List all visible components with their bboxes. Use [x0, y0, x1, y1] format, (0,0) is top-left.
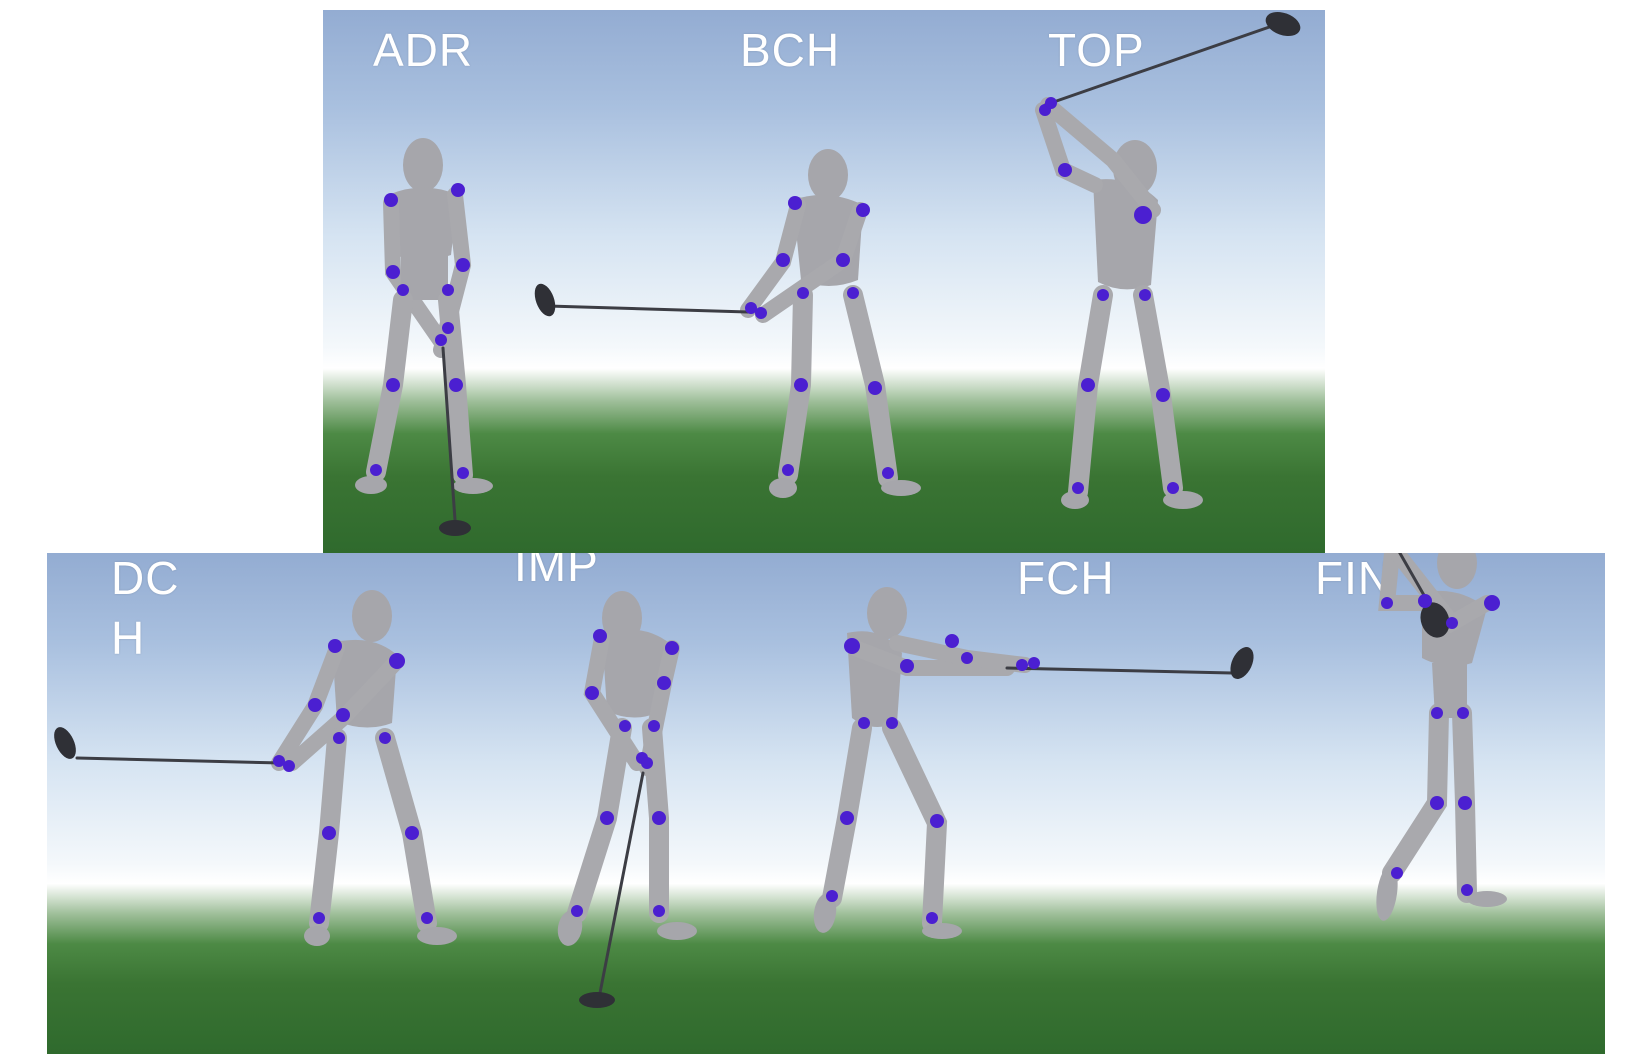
phase-label-bch: BCH	[740, 24, 841, 76]
phase-label-fin: FIN	[1315, 553, 1393, 604]
phase-label-dch: DC H	[111, 553, 180, 664]
top-panel-scene: ADR BCH TOP	[323, 10, 1325, 553]
phase-label-adr: ADR	[373, 24, 474, 76]
phase-label-fch: FCH	[1017, 553, 1115, 604]
golfer-figure-top	[1035, 11, 1301, 509]
golfer-figure-fin	[1376, 553, 1507, 921]
phase-label-top: TOP	[1048, 24, 1145, 76]
golfer-figure-adr	[355, 138, 493, 536]
golfer-figure-dch	[54, 590, 457, 946]
bottom-panel-scene: DC H IMP FCH FIN	[47, 553, 1605, 1054]
phase-label-imp: IMP	[514, 553, 599, 591]
golfer-figure-bch	[534, 149, 921, 498]
golfer-figure-imp	[557, 591, 697, 1008]
golfer-figure-fch	[813, 587, 1254, 939]
